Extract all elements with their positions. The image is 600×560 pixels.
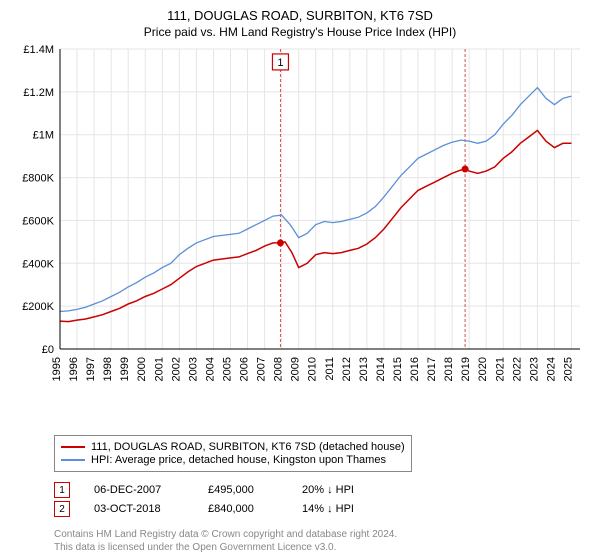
svg-text:1999: 1999 — [119, 357, 131, 381]
svg-text:2016: 2016 — [409, 357, 421, 381]
svg-text:1997: 1997 — [85, 357, 97, 381]
legend-swatch — [61, 446, 85, 448]
svg-text:£600K: £600K — [22, 215, 54, 227]
svg-text:2012: 2012 — [341, 357, 353, 381]
sale-marker-icon: 1 — [54, 482, 70, 498]
svg-text:2022: 2022 — [511, 357, 523, 381]
sale-row: 1 06-DEC-2007 £495,000 20% ↓ HPI — [54, 482, 354, 498]
chart-legend: 111, DOUGLAS ROAD, SURBITON, KT6 7SD (de… — [54, 435, 412, 472]
svg-text:2010: 2010 — [307, 357, 319, 381]
svg-text:£200K: £200K — [22, 301, 54, 313]
svg-text:2008: 2008 — [273, 357, 285, 381]
svg-text:1995: 1995 — [51, 357, 63, 381]
sale-delta: 14% ↓ HPI — [302, 503, 354, 515]
sale-date: 06-DEC-2007 — [94, 484, 184, 496]
svg-text:2002: 2002 — [170, 357, 182, 381]
svg-text:2025: 2025 — [562, 357, 574, 381]
svg-text:2005: 2005 — [221, 357, 233, 381]
svg-text:2009: 2009 — [290, 357, 302, 381]
sale-date: 03-OCT-2018 — [94, 503, 184, 515]
svg-text:£0: £0 — [42, 344, 54, 356]
page-title: 111, DOUGLAS ROAD, SURBITON, KT6 7SD — [12, 8, 588, 23]
svg-text:1: 1 — [277, 57, 283, 69]
svg-text:£800K: £800K — [22, 173, 54, 185]
svg-text:2020: 2020 — [477, 357, 489, 381]
svg-text:2004: 2004 — [204, 357, 216, 381]
legend-item: HPI: Average price, detached house, King… — [61, 454, 405, 466]
svg-text:2003: 2003 — [187, 357, 199, 381]
sale-row: 2 03-OCT-2018 £840,000 14% ↓ HPI — [54, 501, 354, 517]
svg-text:2001: 2001 — [153, 357, 165, 381]
svg-text:£1M: £1M — [33, 130, 54, 142]
sale-price: £495,000 — [208, 484, 278, 496]
sale-delta: 20% ↓ HPI — [302, 484, 354, 496]
price-chart: £0 £200K £400K £600K £800K £1M £1.2M £1.4M 1995 1… — [12, 45, 588, 415]
svg-text:2000: 2000 — [136, 357, 148, 381]
footer-line-2: This data is licensed under the Open Gov… — [54, 541, 397, 554]
svg-text:2007: 2007 — [256, 357, 268, 381]
svg-text:2019: 2019 — [460, 357, 472, 381]
svg-text:2018: 2018 — [443, 357, 455, 381]
svg-text:2024: 2024 — [545, 357, 557, 381]
svg-text:2017: 2017 — [426, 357, 438, 381]
svg-text:2015: 2015 — [392, 357, 404, 381]
svg-text:£400K: £400K — [22, 258, 54, 270]
svg-text:2013: 2013 — [358, 357, 370, 381]
svg-text:2006: 2006 — [239, 357, 251, 381]
svg-text:2023: 2023 — [528, 357, 540, 381]
page-subtitle: Price paid vs. HM Land Registry's House … — [12, 25, 588, 39]
legend-swatch — [61, 459, 85, 461]
footer-line-1: Contains HM Land Registry data © Crown c… — [54, 528, 397, 541]
svg-text:1996: 1996 — [68, 357, 80, 381]
svg-text:£1.4M: £1.4M — [23, 45, 54, 56]
sale-price: £840,000 — [208, 503, 278, 515]
sale-marker-icon: 2 — [54, 501, 70, 517]
svg-text:2011: 2011 — [324, 357, 336, 381]
footer-attribution: Contains HM Land Registry data © Crown c… — [54, 528, 397, 554]
sales-table: 1 06-DEC-2007 £495,000 20% ↓ HPI 2 03-OCT-201… — [54, 479, 354, 520]
svg-text:1998: 1998 — [102, 357, 114, 381]
legend-label: 111, DOUGLAS ROAD, SURBITON, KT6 7SD (de… — [91, 441, 405, 453]
svg-text:2021: 2021 — [494, 357, 506, 381]
legend-item: 111, DOUGLAS ROAD, SURBITON, KT6 7SD (de… — [61, 441, 405, 453]
svg-text:£1.2M: £1.2M — [23, 87, 54, 99]
svg-text:2014: 2014 — [375, 357, 387, 381]
legend-label: HPI: Average price, detached house, King… — [91, 454, 386, 466]
